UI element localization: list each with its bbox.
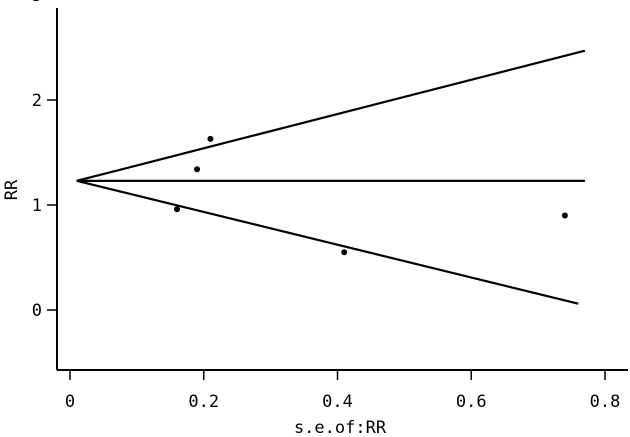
y-tick-label: 3 [32,0,42,6]
x-tick-label: 0 [65,392,75,412]
study-points [174,135,568,256]
study-point [341,249,348,256]
lower-limit-line [76,179,579,305]
y-ticks: 0 1 2 3 [32,0,57,321]
y-axis-label: RR [2,179,22,200]
study-point [207,135,214,142]
study-point [194,166,201,173]
x-tick-label: 0.2 [188,392,219,412]
x-axis-label: s.e.of:RR [294,418,387,437]
x-ticks: 0 0.2 0.4 0.6 0.8 [65,370,620,412]
y-tick-label: 0 [32,301,42,321]
x-tick-label: 0.4 [322,392,353,412]
y-tick-label: 2 [32,91,42,111]
study-point [174,206,180,213]
study-point [561,212,568,219]
x-tick-label: 0.6 [456,392,487,412]
funnel-lines [76,49,586,305]
x-tick-label: 0.8 [590,392,621,412]
upper-limit-line [76,49,586,182]
y-tick-label: 1 [32,196,42,216]
